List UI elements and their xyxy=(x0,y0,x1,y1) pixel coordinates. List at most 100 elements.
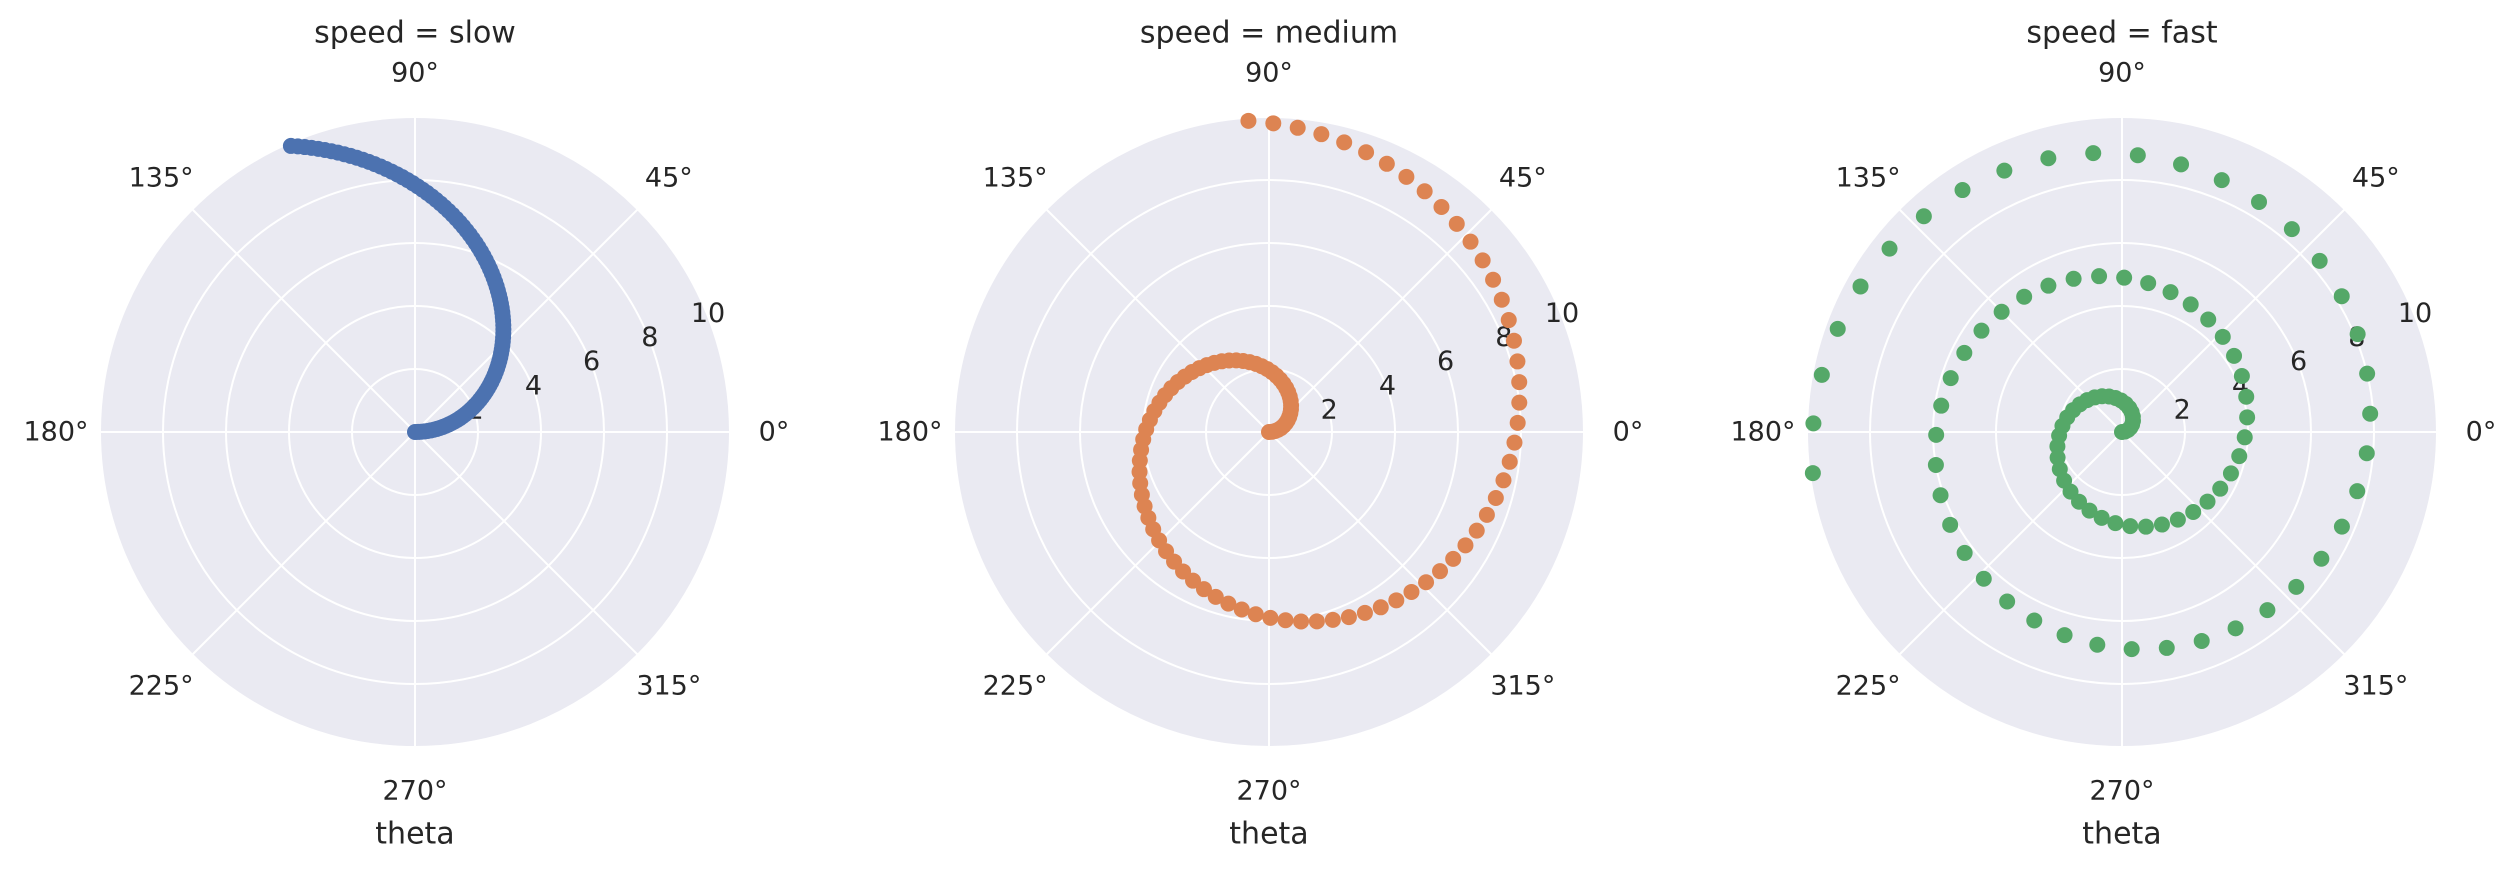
angle-tick-label: 270° xyxy=(1236,776,1301,807)
data-point xyxy=(1996,162,2013,179)
data-point xyxy=(2200,311,2217,328)
data-point xyxy=(1289,119,1306,136)
data-point xyxy=(1262,609,1279,626)
angle-tick-label: 0° xyxy=(2466,417,2497,448)
data-point xyxy=(2358,445,2375,462)
angle-tick-label: 45° xyxy=(2352,163,2400,194)
data-point xyxy=(1829,320,1846,337)
data-point xyxy=(1485,271,1502,288)
radial-tick-label: 6 xyxy=(1437,346,1454,377)
data-point xyxy=(2071,493,2088,510)
radial-tick-label: 10 xyxy=(691,298,725,329)
data-point xyxy=(2212,480,2229,497)
data-point xyxy=(2040,150,2057,167)
angular-gridline xyxy=(1268,208,1493,433)
data-point xyxy=(2362,405,2379,422)
data-point xyxy=(1433,198,1450,215)
data-point xyxy=(1474,252,1491,269)
data-point xyxy=(1388,592,1405,609)
data-point xyxy=(1852,278,1869,295)
data-point xyxy=(2283,221,2300,238)
radial-tick-label: 4 xyxy=(1379,370,1396,401)
panel-1: 0°45°90°135°180°225°270°315°246810speed … xyxy=(877,16,1643,852)
data-point xyxy=(1933,397,1950,414)
data-point xyxy=(2227,620,2244,637)
data-point xyxy=(2214,328,2231,345)
data-point xyxy=(1975,570,1992,587)
angle-tick-label: 225° xyxy=(983,670,1048,701)
angle-tick-label: 270° xyxy=(382,776,447,807)
data-point xyxy=(1372,599,1389,616)
panel-title: speed = medium xyxy=(1140,16,1398,51)
data-point xyxy=(2173,156,2190,173)
data-point xyxy=(2089,636,2106,653)
data-point xyxy=(1495,472,1512,489)
data-point xyxy=(2140,275,2157,292)
angle-tick-label: 90° xyxy=(2098,58,2146,89)
angular-gridline xyxy=(2121,208,2346,433)
radial-tick-label: 2 xyxy=(2174,394,2191,425)
data-point xyxy=(1804,465,1821,482)
data-point xyxy=(1308,613,1325,630)
data-point xyxy=(2251,193,2268,210)
data-point xyxy=(2239,409,2256,426)
data-point xyxy=(2199,493,2216,510)
data-point xyxy=(1478,506,1495,523)
data-point xyxy=(1956,544,1973,561)
data-point xyxy=(1356,604,1373,621)
data-point xyxy=(1993,303,2010,320)
data-point xyxy=(1506,434,1523,451)
angular-gridline xyxy=(2121,431,2346,656)
data-point xyxy=(1403,583,1420,600)
data-point xyxy=(1487,490,1504,507)
data-point xyxy=(1336,134,1353,151)
data-point xyxy=(2259,602,2276,619)
data-point xyxy=(1185,572,1202,589)
angular-gridline xyxy=(414,431,639,656)
data-point xyxy=(1378,155,1395,172)
data-point xyxy=(1265,115,1282,132)
data-point xyxy=(2238,388,2255,405)
data-point xyxy=(1457,537,1474,554)
x-axis-label: theta xyxy=(2082,817,2161,852)
panel-title: speed = fast xyxy=(2026,16,2217,51)
data-point xyxy=(1445,550,1462,567)
data-point xyxy=(2093,509,2110,526)
data-point xyxy=(1500,312,1517,329)
data-point xyxy=(1973,322,1990,339)
data-point xyxy=(2226,347,2243,364)
angle-tick-label: 180° xyxy=(1730,417,1795,448)
data-point xyxy=(2153,516,2170,533)
data-point xyxy=(1233,601,1250,618)
data-point xyxy=(1277,612,1294,629)
data-point xyxy=(1131,463,1148,480)
angle-tick-label: 315° xyxy=(2343,670,2408,701)
angle-tick-label: 135° xyxy=(129,163,194,194)
data-point xyxy=(2065,270,2082,287)
angular-gridline xyxy=(414,208,639,433)
angular-gridline xyxy=(1045,208,1270,433)
angular-gridline xyxy=(191,208,416,433)
data-point xyxy=(2231,448,2248,465)
angle-tick-label: 0° xyxy=(759,417,790,448)
data-point xyxy=(1954,182,1971,199)
data-point xyxy=(1247,606,1264,623)
angle-tick-label: 225° xyxy=(129,670,194,701)
data-point xyxy=(2123,641,2140,658)
data-point xyxy=(1942,516,1959,533)
data-point xyxy=(1324,611,1341,628)
angle-tick-label: 90° xyxy=(1245,58,1293,89)
angle-tick-label: 135° xyxy=(1836,163,1901,194)
data-point xyxy=(2049,438,2066,455)
data-point xyxy=(1398,168,1415,185)
data-point xyxy=(1509,353,1526,370)
data-point xyxy=(1468,522,1485,539)
data-point xyxy=(282,137,299,154)
data-point xyxy=(1932,487,1949,504)
panel-2: 0°45°90°135°180°225°270°315°246810speed … xyxy=(1730,16,2496,852)
data-point xyxy=(2349,483,2366,500)
radial-tick-label: 4 xyxy=(525,370,542,401)
data-point xyxy=(2085,145,2102,162)
angle-tick-label: 180° xyxy=(23,417,88,448)
radial-tick-label: 6 xyxy=(583,346,600,377)
